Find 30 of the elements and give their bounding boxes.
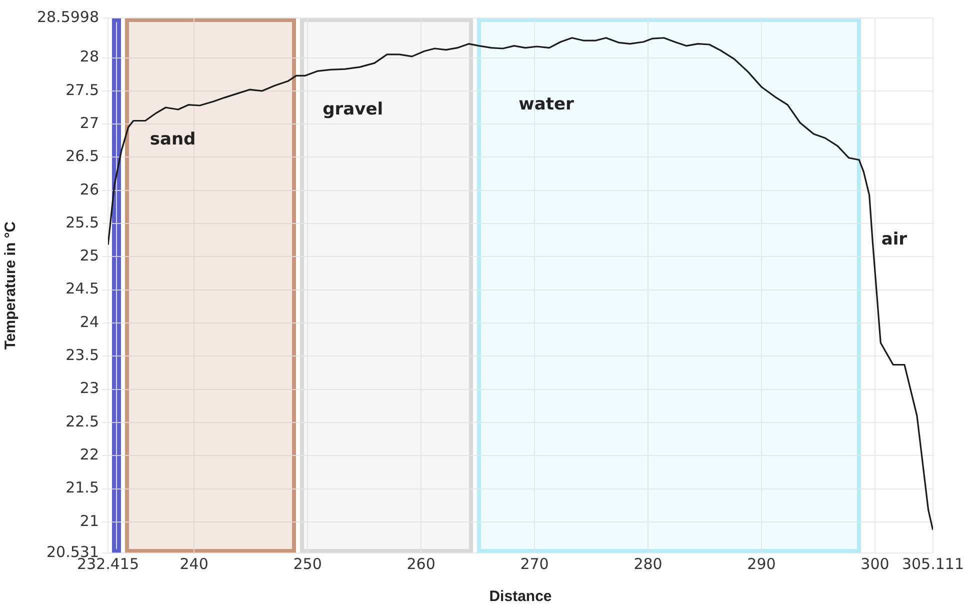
y-tick-label: 28.5998 xyxy=(36,8,99,26)
band-label: sand xyxy=(150,129,196,150)
y-tick-label: 25 xyxy=(80,246,99,265)
y-tick-label: 21.5 xyxy=(66,478,99,497)
x-tick-label: 280 xyxy=(634,554,662,573)
y-tick-label: 21 xyxy=(80,512,99,530)
y-tick-label: 23 xyxy=(80,379,99,398)
y-tick-label: 23.5 xyxy=(66,346,99,364)
y-tick-label: 24.5 xyxy=(66,280,99,298)
y-tick-label: 24 xyxy=(80,312,99,331)
annotation: air xyxy=(881,229,908,250)
y-tick-label: 22 xyxy=(80,445,99,464)
x-tick-label: 290 xyxy=(747,554,776,573)
x-tick-label: 300 xyxy=(860,554,890,573)
y-tick-label: 27 xyxy=(80,114,99,132)
y-axis-title: Temperature in °C xyxy=(2,221,20,350)
band-label: gravel xyxy=(322,99,384,120)
x-axis-title: Distance xyxy=(489,588,552,606)
band-label: water xyxy=(518,94,574,114)
y-tick-label: 22.5 xyxy=(66,412,99,430)
y-tick-label: 26 xyxy=(80,180,99,198)
y-tick-label: 25.5 xyxy=(66,213,99,232)
x-tick-label: 305.111 xyxy=(902,554,964,573)
y-tick-label: 28 xyxy=(80,48,99,66)
y-tick-label: 27.5 xyxy=(66,80,99,99)
y-tick-label: 26.5 xyxy=(66,147,99,166)
x-tick-label: 260 xyxy=(406,554,436,573)
x-tick-label: 250 xyxy=(293,554,322,573)
x-tick-label: 240 xyxy=(180,554,208,573)
x-tick-label: 270 xyxy=(520,554,549,573)
